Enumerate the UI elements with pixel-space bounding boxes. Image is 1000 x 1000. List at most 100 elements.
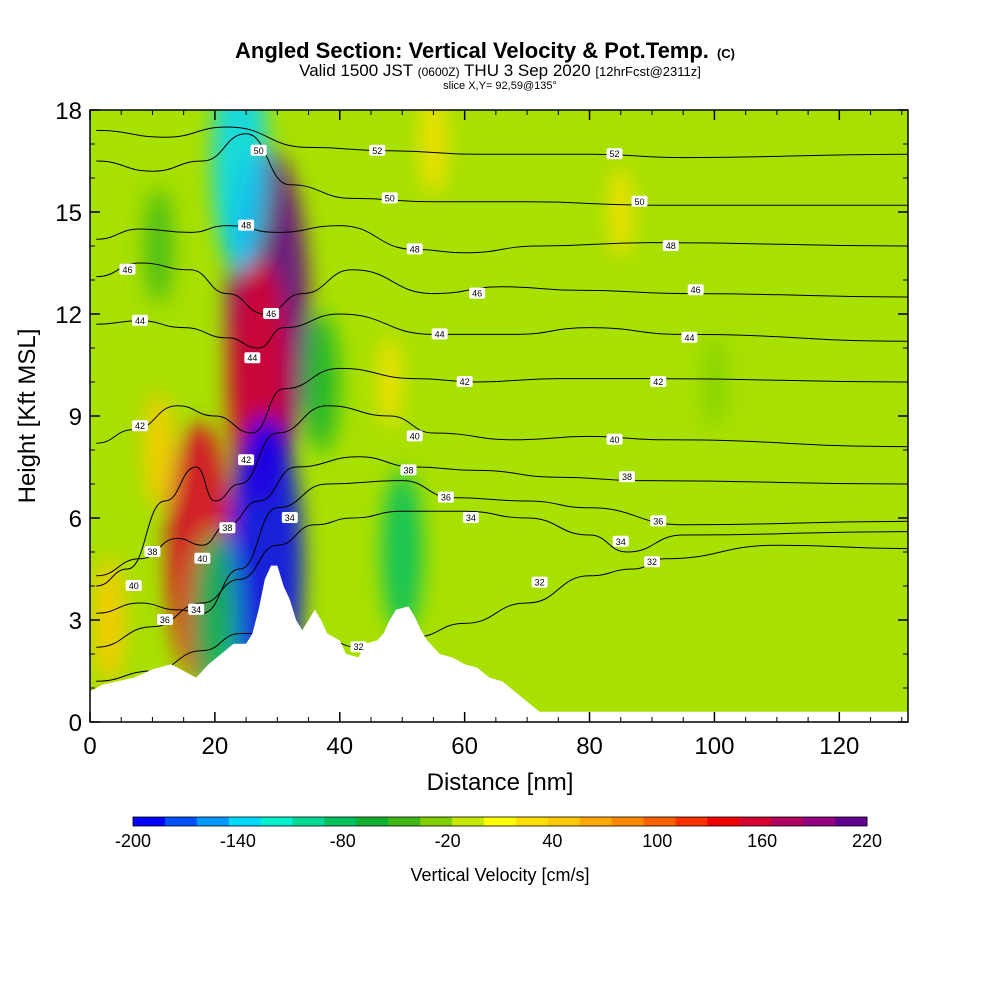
isentrope-label-box <box>456 376 473 387</box>
isentrope-label: 48 <box>241 221 251 231</box>
x-tick-label: 0 <box>83 733 96 760</box>
isentrope-label-box <box>462 512 479 523</box>
isentrope-label: 52 <box>610 149 620 159</box>
colorbar-tick-label: -20 <box>435 831 461 851</box>
x-tick-label: 40 <box>326 733 353 760</box>
isentrope-48 <box>96 225 908 254</box>
isentrope-label-box <box>612 535 629 547</box>
isentrope-label-box <box>681 331 698 343</box>
isentrope-42 <box>96 367 908 444</box>
colorbar-tick-label: -140 <box>220 831 256 851</box>
isentrope-label: 42 <box>135 421 145 431</box>
isentrope-labels: 32 32 32 34 34 34 34 36 36 36 38 38 38 38 40 40 40 40 42 42… <box>119 144 704 653</box>
isentrope-label: 44 <box>684 333 694 343</box>
isentrope-38 <box>96 456 908 577</box>
colorbar-swatch <box>164 817 198 826</box>
chart-title: Angled Section: Vertical Velocity & Pot.… <box>235 38 735 63</box>
colorbar-swatch <box>452 817 485 826</box>
isentrope-label: 40 <box>129 581 139 591</box>
colorbar-swatch <box>515 817 549 826</box>
isentrope-label: 50 <box>254 146 264 156</box>
colorbar-swatch <box>133 817 166 826</box>
colorbar-swatch <box>388 817 421 826</box>
isentrope-label: 50 <box>634 197 644 207</box>
isentrope-label: 46 <box>691 285 701 295</box>
isentrope-label-box <box>650 376 667 387</box>
isentrope-34 <box>96 510 908 648</box>
downdraft-cell <box>144 188 174 304</box>
isentrope-label-box <box>263 308 280 319</box>
isentrope-label-box <box>431 328 448 340</box>
x-tick-label: 20 <box>202 733 229 760</box>
isentrope-label-box <box>381 192 398 204</box>
isentrope-label: 36 <box>653 516 663 526</box>
x-tick-label: 60 <box>451 733 478 760</box>
isentrope-50 <box>96 133 908 206</box>
colorbar-swatch <box>707 817 740 826</box>
isentrope-label: 42 <box>653 377 663 387</box>
isentrope-label: 52 <box>372 146 382 156</box>
colorbar-swatch <box>196 817 230 826</box>
isentrope-32 <box>96 544 908 682</box>
y-axis-label: Height [Kft MSL] <box>14 329 41 504</box>
isentrope-label-box <box>238 454 255 466</box>
isentrope-label-box <box>119 263 136 275</box>
x-tick-label: 120 <box>819 733 859 760</box>
isentrope-label: 38 <box>403 465 413 475</box>
isentrope-label-box <box>406 430 423 442</box>
isentrope-label: 34 <box>285 513 295 523</box>
isentrope-label: 46 <box>122 265 132 275</box>
x-axis-label: Distance [nm] <box>427 769 574 796</box>
isentrope-label: 32 <box>647 557 657 567</box>
isentrope-label: 44 <box>247 353 257 363</box>
colorbar-swatch <box>643 817 677 826</box>
colorbar-swatch <box>356 817 389 826</box>
y-tick-label: 3 <box>69 608 82 635</box>
isentrope-label-box <box>369 144 386 156</box>
y-tick-label: 6 <box>69 506 82 533</box>
colorbar: -200 -140 -80 -20 40 100 160 220 <box>115 816 882 851</box>
colorbar-tick-label: -200 <box>115 831 151 851</box>
colorbar-tick-label: 100 <box>642 831 672 851</box>
isentrope-label: 42 <box>241 455 251 465</box>
isentrope-label-box <box>606 433 623 445</box>
colorbar-swatch <box>675 817 708 826</box>
isentrope-label: 36 <box>160 615 170 625</box>
colorbar-tick-label: 40 <box>542 831 562 851</box>
isentrope-label-box <box>469 287 486 299</box>
colorbar-swatch <box>547 817 581 826</box>
colorbar-swatch <box>771 817 804 826</box>
isentrope-label-box <box>144 546 161 557</box>
y-tick-label: 18 <box>55 98 82 125</box>
slice-info: slice X,Y= 92,59@135° <box>443 80 557 92</box>
colorbar-swatch <box>324 817 357 826</box>
isentrope-46 <box>96 262 908 315</box>
colorbar-swatch <box>228 817 262 826</box>
isentrope-label-box <box>606 148 623 160</box>
colorbar-tick-label: 160 <box>747 831 777 851</box>
isentrope-label-box <box>619 471 636 483</box>
isentrope-label: 50 <box>385 193 395 203</box>
isentrope-label: 38 <box>222 523 232 533</box>
isentrope-44 <box>96 313 908 349</box>
y-tick-label: 12 <box>55 302 82 329</box>
x-tick-label: 80 <box>576 733 603 760</box>
downdraft-cell <box>303 312 339 452</box>
isentrope-label: 46 <box>266 309 276 319</box>
isentrope-label: 44 <box>135 316 145 326</box>
isentrope-label: 38 <box>147 547 157 557</box>
isentrope-label: 48 <box>410 244 420 254</box>
plot-area: 32 32 32 34 34 34 34 36 36 36 38 38 38 38 40 40 40 40 42 42… <box>90 110 908 722</box>
colorbar-swatch <box>579 817 613 826</box>
colorbar-tick-label: -80 <box>330 831 356 851</box>
isentrope-label: 34 <box>191 605 201 615</box>
isentrope-label-box <box>125 580 142 591</box>
isentrope-label: 32 <box>353 642 363 652</box>
isentrope-label-box <box>631 195 648 207</box>
isentrope-label-box <box>437 491 454 503</box>
isentrope-label: 36 <box>441 493 451 503</box>
isentropes <box>96 126 908 682</box>
isentrope-label-box <box>400 464 417 476</box>
